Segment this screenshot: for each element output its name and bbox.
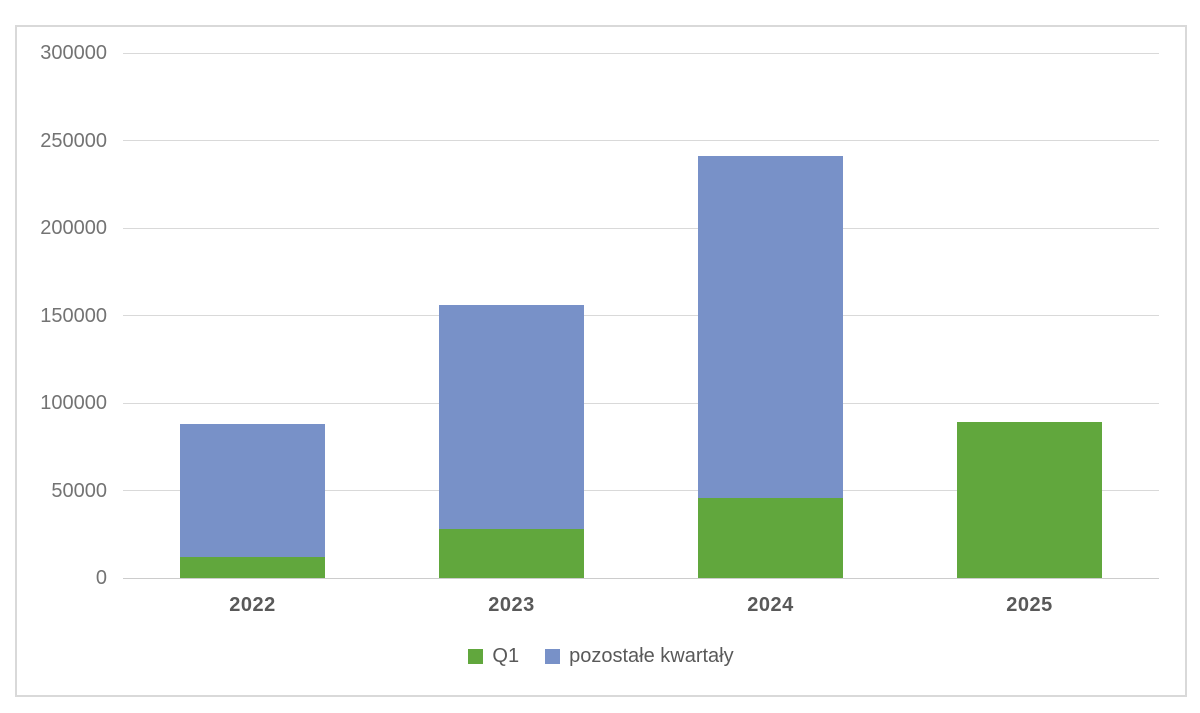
x-axis-label-2024: 2024 [747, 594, 794, 616]
bar-segment-pozostale-2024[interactable] [698, 156, 843, 498]
plot-area: 0 50000 100000 150000 200000 250000 300000 2022… [40, 42, 1159, 616]
legend-item-q1[interactable]: Q1 [468, 645, 519, 668]
legend-label-q1: Q1 [492, 645, 520, 667]
chart-frame: 0 50000 100000 150000 200000 250000 300000 2022… [15, 25, 1187, 697]
x-axis-label-2023: 2023 [488, 594, 535, 616]
legend-swatch-pozostale-kwartaly-icon [545, 649, 561, 664]
gridline [123, 140, 1159, 141]
y-axis-tick-label: 250000 [40, 129, 107, 152]
bar-segment-q1-2022[interactable] [180, 557, 325, 578]
bar-segment-q1-2025[interactable] [957, 422, 1102, 578]
y-axis-tick-label: 200000 [40, 217, 107, 239]
gridline [123, 490, 1159, 491]
bar-segment-pozostale-2023[interactable] [439, 305, 584, 529]
legend: Q1 pozostałe kwartały [17, 645, 1185, 668]
x-axis-line [123, 577, 1159, 579]
bar-segment-q1-2024[interactable] [698, 497, 843, 578]
legend-label-pozostale-kwartaly: pozostałe kwartały [569, 645, 734, 667]
y-axis-tick-label: 300000 [40, 42, 107, 64]
y-axis-tick-label: 0 [95, 567, 107, 589]
x-axis-label-2025: 2025 [1006, 594, 1053, 616]
legend-item-pozostale-kwartaly[interactable]: pozostałe kwartały [545, 645, 734, 668]
gridline [123, 315, 1159, 316]
bar-segment-pozostale-2022[interactable] [180, 424, 325, 557]
y-axis-tick-label: 50000 [51, 479, 107, 502]
legend-swatch-q1-icon [468, 649, 484, 664]
gridline [123, 52, 1159, 54]
y-axis-tick-label: 100000 [40, 392, 107, 414]
gridline [123, 402, 1159, 404]
gridline [123, 227, 1159, 229]
y-axis-tick-label: 150000 [40, 304, 107, 327]
bar-segment-q1-2023[interactable] [439, 529, 584, 578]
x-axis-label-2022: 2022 [229, 594, 276, 616]
